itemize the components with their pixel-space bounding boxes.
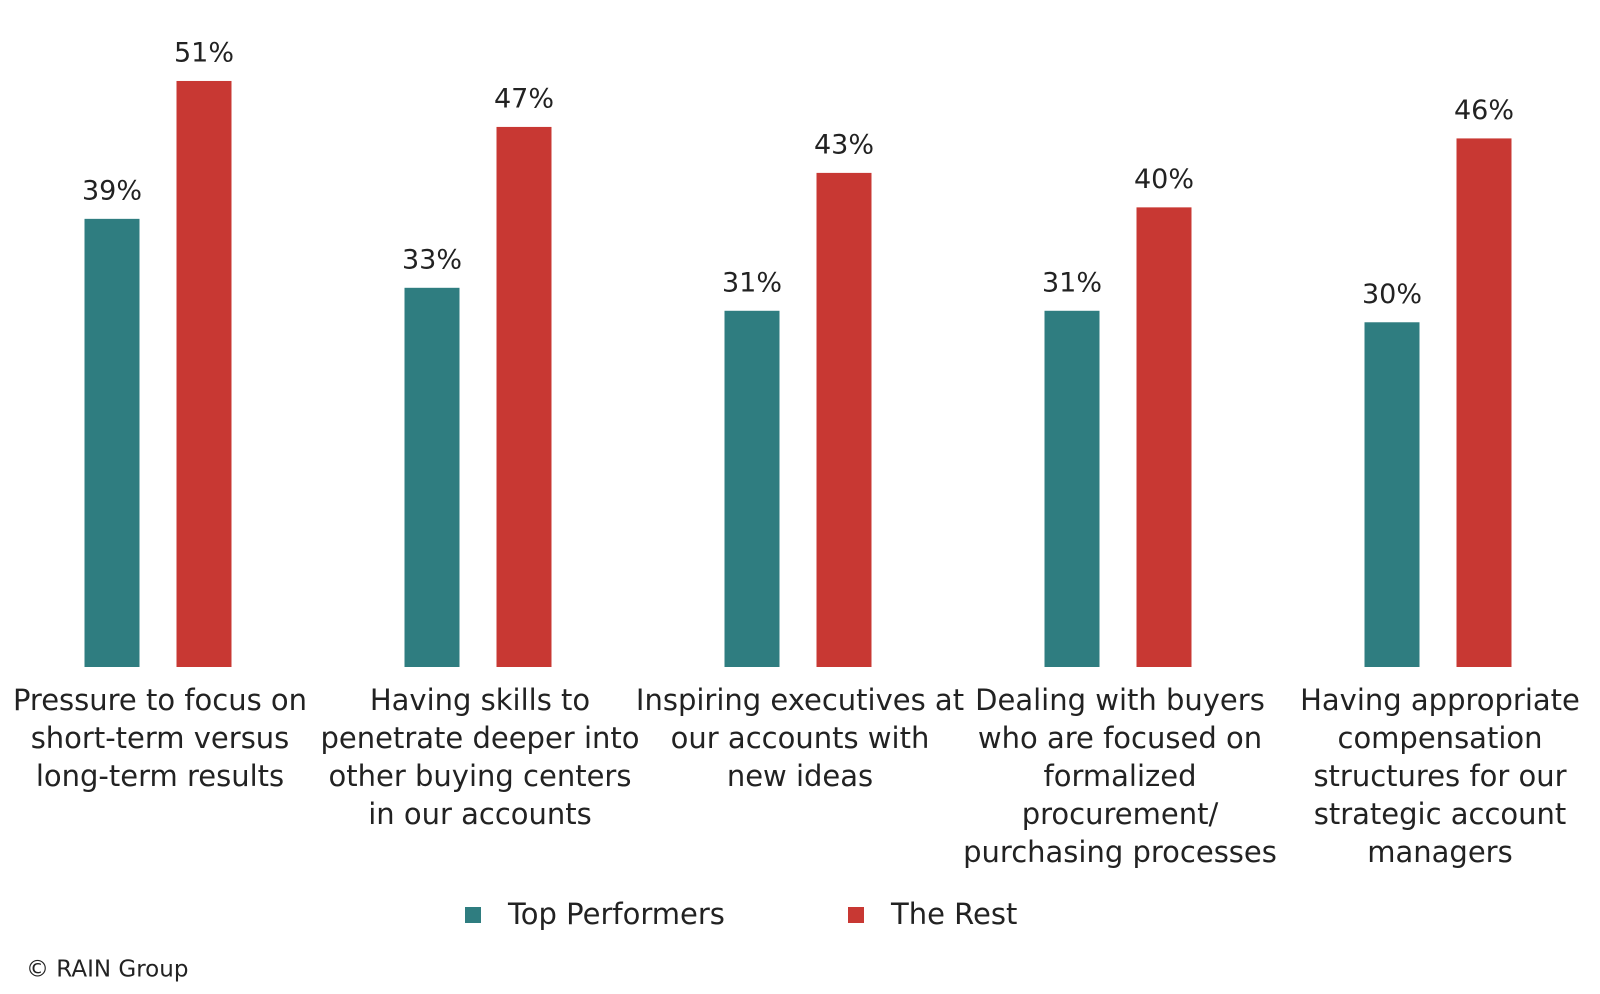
bar bbox=[404, 287, 460, 667]
x-tick-label: strategic account bbox=[1314, 797, 1567, 831]
x-tick-label: in our accounts bbox=[368, 797, 592, 831]
value-label: 33% bbox=[402, 244, 462, 275]
x-tick-label: Having skills to bbox=[370, 683, 590, 717]
x-tick-label: Dealing with buyers bbox=[975, 683, 1265, 717]
value-label: 51% bbox=[174, 37, 234, 68]
x-tick-label: short-term versus bbox=[31, 721, 290, 755]
bar bbox=[1044, 310, 1100, 667]
value-label: 31% bbox=[1042, 267, 1102, 298]
value-label: 31% bbox=[722, 267, 782, 298]
bar bbox=[496, 126, 552, 668]
value-label: 40% bbox=[1134, 164, 1194, 195]
source: © RAIN Group bbox=[26, 957, 188, 983]
x-tick-label: who are focused on bbox=[978, 721, 1262, 755]
legend-swatch bbox=[465, 907, 481, 923]
x-tick-label: Inspiring executives at bbox=[636, 683, 964, 717]
bar bbox=[1456, 138, 1512, 667]
value-label: 43% bbox=[814, 129, 874, 160]
value-label: 39% bbox=[82, 175, 142, 206]
x-tick-label: penetrate deeper into bbox=[321, 721, 640, 755]
bar bbox=[724, 310, 780, 667]
legend-swatch bbox=[848, 907, 864, 923]
x-tick-label: Having appropriate bbox=[1300, 683, 1580, 717]
x-tick-label: purchasing processes bbox=[963, 835, 1277, 869]
x-tick-label: formalized bbox=[1044, 759, 1197, 793]
legend-label: Top Performers bbox=[507, 897, 725, 931]
x-tick-label: procurement/ bbox=[1022, 797, 1219, 831]
x-tick-label: managers bbox=[1367, 835, 1512, 869]
bar bbox=[1136, 207, 1192, 667]
bar bbox=[84, 218, 140, 667]
x-tick-label: our accounts with bbox=[671, 721, 930, 755]
x-tick-label: other buying centers bbox=[329, 759, 632, 793]
x-tick-label: compensation bbox=[1338, 721, 1543, 755]
legend-label: The Rest bbox=[890, 897, 1017, 931]
value-label: 46% bbox=[1454, 95, 1514, 126]
x-tick-label: new ideas bbox=[727, 759, 873, 793]
value-label: 47% bbox=[494, 83, 554, 114]
value-label: 30% bbox=[1362, 279, 1422, 310]
x-tick-label: Pressure to focus on bbox=[13, 683, 307, 717]
x-tick-label: structures for our bbox=[1313, 759, 1566, 793]
x-tick-label: long-term results bbox=[36, 759, 284, 793]
bar bbox=[1364, 322, 1420, 667]
bar bbox=[816, 172, 872, 667]
bar bbox=[176, 80, 232, 668]
